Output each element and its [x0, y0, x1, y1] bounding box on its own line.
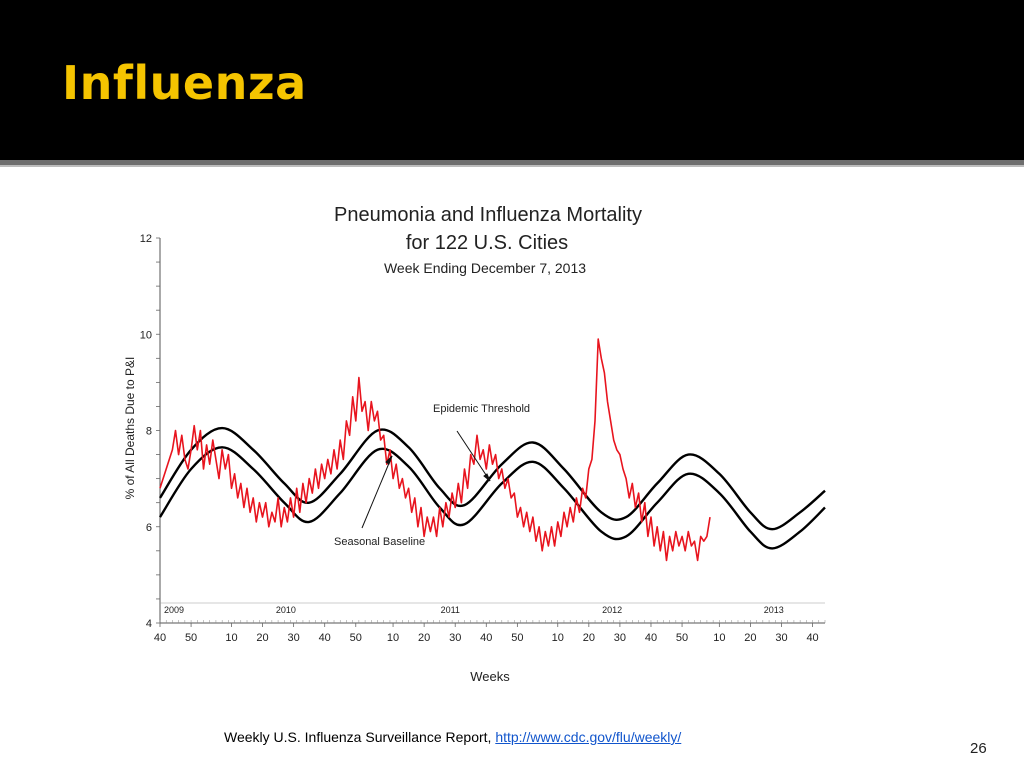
x-tick-label: 40: [480, 632, 492, 644]
annotation-arrowhead-seasonal-baseline: [385, 455, 393, 465]
x-tick-label: 40: [645, 632, 657, 644]
annotation-arrow-seasonal-baseline: [361, 455, 393, 529]
x-tick-label: 30: [287, 632, 299, 644]
x-tick-label: 40: [319, 632, 331, 644]
series-line-p-i-mortality: [159, 338, 711, 562]
header-divider-light: [0, 165, 1024, 167]
slide-number: 26: [970, 740, 987, 757]
y-tick-label: 8: [146, 426, 152, 438]
slide-title: Influenza: [62, 56, 307, 110]
x-tick-label: 10: [552, 632, 564, 644]
x-tick-label: 30: [614, 632, 626, 644]
year-label: 2010: [276, 605, 296, 615]
x-tick-label: 20: [744, 632, 756, 644]
x-tick-label: 50: [676, 632, 688, 644]
x-tick-label: 10: [225, 632, 237, 644]
x-tick-label: 50: [185, 632, 197, 644]
x-tick-label: 20: [418, 632, 430, 644]
x-tick-label: 10: [387, 632, 399, 644]
annotation-arrow-epidemic-threshold: [456, 430, 491, 482]
slide-header: Influenza: [0, 0, 1024, 160]
footer-source-text: Weekly U.S. Influenza Surveillance Repor…: [224, 729, 496, 745]
x-tick-label: 50: [511, 632, 523, 644]
x-tick-label: 20: [256, 632, 268, 644]
year-label: 2012: [602, 605, 622, 615]
year-label: 2009: [164, 605, 184, 615]
footer-source: Weekly U.S. Influenza Surveillance Repor…: [224, 729, 681, 745]
y-tick-label: 6: [146, 522, 152, 534]
annotation-epidemic-threshold: Epidemic Threshold: [433, 403, 530, 415]
chart-title-line2: for 122 U.S. Cities: [406, 232, 568, 254]
x-axis-label: Weeks: [470, 669, 510, 684]
y-tick-label: 10: [140, 329, 152, 341]
series-line-seasonal-baseline: [158, 446, 826, 550]
year-label: 2011: [441, 605, 460, 615]
year-label: 2013: [764, 605, 784, 615]
x-tick-label: 30: [775, 632, 787, 644]
y-axis-label: % of All Deaths Due to P&I: [123, 357, 137, 500]
x-tick-label: 10: [713, 632, 725, 644]
header-divider: [0, 160, 1024, 165]
x-tick-label: 40: [154, 632, 166, 644]
chart-subtitle: Week Ending December 7, 2013: [384, 260, 586, 276]
chart-title: Pneumonia and Influenza Mortality: [334, 204, 642, 226]
series-line-epidemic-threshold: [158, 426, 826, 531]
x-tick-label: 20: [583, 632, 595, 644]
y-tick-label: 12: [140, 233, 152, 245]
plot-area: 4 6 8 10 12 40 50 10 20 30 40 50 10 20 30 40 50 10 20 30 40 5…: [140, 233, 826, 644]
x-tick-label: 30: [449, 632, 461, 644]
annotation-arrowhead-epidemic-threshold: [483, 473, 491, 482]
x-tick-label: 40: [806, 632, 818, 644]
annotation-seasonal-baseline: Seasonal Baseline: [334, 536, 425, 548]
y-tick-label: 4: [146, 618, 152, 630]
source-link[interactable]: http://www.cdc.gov/flu/weekly/: [495, 729, 682, 745]
x-tick-label: 50: [350, 632, 362, 644]
